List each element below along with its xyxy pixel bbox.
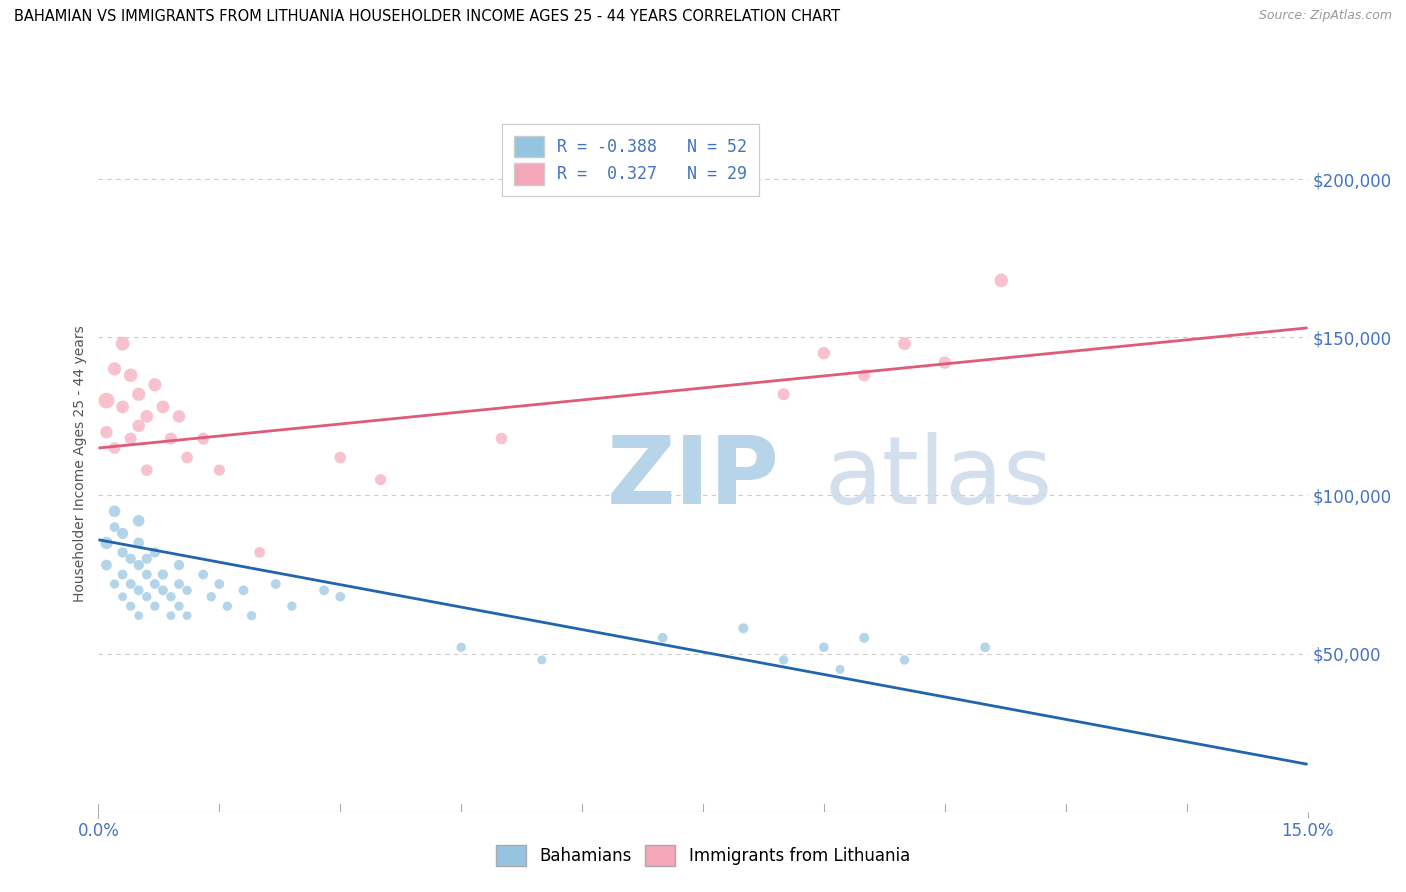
Point [167, 409, 190, 424]
Point [103, 577, 125, 591]
Point [772, 387, 794, 401]
Point [934, 356, 956, 370]
Point [772, 653, 794, 667]
Point [813, 640, 835, 655]
Point [160, 432, 183, 446]
Point [176, 608, 198, 623]
Legend: R = -0.388   N = 52, R =  0.327   N = 29: R = -0.388 N = 52, R = 0.327 N = 29 [502, 124, 759, 196]
Point [143, 599, 166, 614]
Point [491, 432, 513, 446]
Point [143, 577, 166, 591]
Text: atlas: atlas [824, 432, 1052, 524]
Y-axis label: Householder Income Ages 25 - 44 years: Householder Income Ages 25 - 44 years [73, 326, 87, 602]
Text: BAHAMIAN VS IMMIGRANTS FROM LITHUANIA HOUSEHOLDER INCOME AGES 25 - 44 YEARS CORR: BAHAMIAN VS IMMIGRANTS FROM LITHUANIA HO… [14, 9, 841, 24]
Point [314, 583, 336, 598]
Point [813, 346, 835, 360]
Point [128, 536, 150, 550]
Point [217, 599, 239, 614]
Point [853, 631, 876, 645]
Point [128, 514, 150, 528]
Text: Source: ZipAtlas.com: Source: ZipAtlas.com [1258, 9, 1392, 22]
Legend: Bahamians, Immigrants from Lithuania: Bahamians, Immigrants from Lithuania [488, 837, 918, 875]
Point [120, 368, 142, 383]
Point [167, 599, 190, 614]
Point [103, 362, 125, 376]
Point [530, 653, 553, 667]
Point [111, 526, 134, 541]
Point [329, 590, 352, 604]
Point [143, 545, 166, 559]
Point [893, 653, 915, 667]
Point [208, 463, 231, 477]
Point [120, 432, 142, 446]
Point [135, 590, 157, 604]
Text: ZIP: ZIP [606, 432, 779, 524]
Point [111, 567, 134, 582]
Point [152, 567, 174, 582]
Point [264, 577, 287, 591]
Point [96, 425, 118, 440]
Point [853, 368, 876, 383]
Point [828, 662, 851, 676]
Point [135, 409, 157, 424]
Point [176, 583, 198, 598]
Point [167, 558, 190, 572]
Point [974, 640, 997, 655]
Point [329, 450, 352, 465]
Point [120, 551, 142, 566]
Point [160, 608, 183, 623]
Point [111, 590, 134, 604]
Point [103, 504, 125, 518]
Point [111, 400, 134, 414]
Point [128, 608, 150, 623]
Point [193, 567, 215, 582]
Point [128, 583, 150, 598]
Point [143, 377, 166, 392]
Point [160, 590, 183, 604]
Point [135, 567, 157, 582]
Point [370, 473, 392, 487]
Point [103, 520, 125, 534]
Point [651, 631, 673, 645]
Point [135, 551, 157, 566]
Point [176, 450, 198, 465]
Point [96, 393, 118, 408]
Point [240, 608, 263, 623]
Point [893, 336, 915, 351]
Point [128, 387, 150, 401]
Point [281, 599, 304, 614]
Point [733, 621, 755, 635]
Point [103, 441, 125, 455]
Point [120, 577, 142, 591]
Point [208, 577, 231, 591]
Point [128, 418, 150, 433]
Point [128, 558, 150, 572]
Point [152, 400, 174, 414]
Point [249, 545, 271, 559]
Point [152, 583, 174, 598]
Point [96, 536, 118, 550]
Point [135, 463, 157, 477]
Point [232, 583, 254, 598]
Point [193, 432, 215, 446]
Point [111, 336, 134, 351]
Point [200, 590, 222, 604]
Point [167, 577, 190, 591]
Point [96, 558, 118, 572]
Point [120, 599, 142, 614]
Point [990, 273, 1012, 287]
Point [450, 640, 472, 655]
Point [111, 545, 134, 559]
